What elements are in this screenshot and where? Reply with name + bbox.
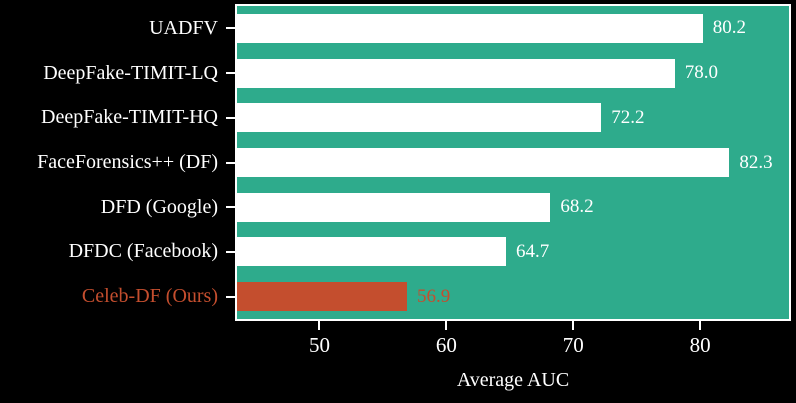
bar-deepfake-timit-lq	[237, 58, 675, 88]
y-axis-label-deepfake-timit-lq: DeepFake-TIMIT-LQ	[43, 61, 218, 84]
y-tick-mark	[226, 206, 235, 209]
bar-row: 56.9	[237, 274, 789, 319]
bar-row: 68.2	[237, 185, 789, 230]
y-tick	[226, 95, 235, 140]
y-axis-label-faceforensics-df: FaceForensics++ (DF)	[37, 151, 218, 174]
x-tick-mark	[572, 321, 575, 330]
bar-value-label: 72.2	[611, 106, 645, 128]
bar-celeb-df-ours	[237, 282, 408, 312]
bar-dfd-google	[237, 192, 551, 222]
y-tick	[226, 274, 235, 319]
y-tick-mark	[226, 72, 235, 75]
y-axis-label-deepfake-timit-hq: DeepFake-TIMIT-HQ	[41, 106, 218, 129]
y-axis-label-uadfv: UADFV	[149, 16, 218, 39]
y-axis-label-dfdc-facebook: DFDC (Facebook)	[68, 240, 218, 263]
x-tick-label: 80	[689, 333, 711, 357]
bar-row: 78.0	[237, 51, 789, 96]
x-tick-mark	[445, 321, 448, 330]
bar-uadfv	[237, 13, 703, 43]
y-axis-labels: UADFV DeepFake-TIMIT-LQ DeepFake-TIMIT-HQ F…	[0, 6, 218, 319]
y-tick	[226, 230, 235, 275]
bar-row: 72.2	[237, 95, 789, 140]
bar-value-label: 68.2	[560, 196, 594, 218]
y-tick-mark	[226, 27, 235, 30]
plot-area: 80.2 78.0 72.2 82.3 68.2 64.7 56.9	[235, 4, 791, 321]
x-tick-mark	[318, 321, 321, 330]
y-axis-label-dfd-google: DFD (Google)	[100, 195, 218, 218]
bar-value-label: 64.7	[516, 240, 550, 262]
y-tick-mark	[226, 295, 235, 298]
y-axis-label-celeb-df-ours: Celeb-DF (Ours)	[81, 285, 218, 308]
bar-dfdc-facebook	[237, 237, 507, 267]
bar-faceforensics-df	[237, 148, 730, 178]
bar-deepfake-timit-hq	[237, 103, 602, 133]
y-tick	[226, 185, 235, 230]
x-tick-label: 50	[308, 333, 330, 357]
x-tick-label: 70	[562, 333, 584, 357]
y-axis-ticks	[226, 6, 235, 319]
y-tick-mark	[226, 161, 235, 164]
bars-container: 80.2 78.0 72.2 82.3 68.2 64.7 56.9	[237, 6, 789, 319]
y-tick-mark	[226, 116, 235, 119]
x-axis-tick-labels: 50 60 70 80	[237, 333, 789, 359]
x-axis-ticks	[237, 321, 789, 330]
x-tick-mark	[699, 321, 702, 330]
x-axis-title: Average AUC	[456, 369, 570, 391]
y-tick	[226, 140, 235, 185]
y-tick-mark	[226, 250, 235, 253]
bar-row: 82.3	[237, 140, 789, 185]
bar-value-label: 56.9	[417, 285, 451, 307]
bar-row: 64.7	[237, 230, 789, 275]
x-tick-label: 60	[435, 333, 457, 357]
y-tick	[226, 51, 235, 96]
bar-value-label: 78.0	[684, 62, 719, 84]
bar-row: 80.2	[237, 6, 789, 51]
bar-value-label: 80.2	[712, 17, 746, 39]
y-tick	[226, 6, 235, 51]
bar-value-label: 82.3	[739, 151, 773, 173]
